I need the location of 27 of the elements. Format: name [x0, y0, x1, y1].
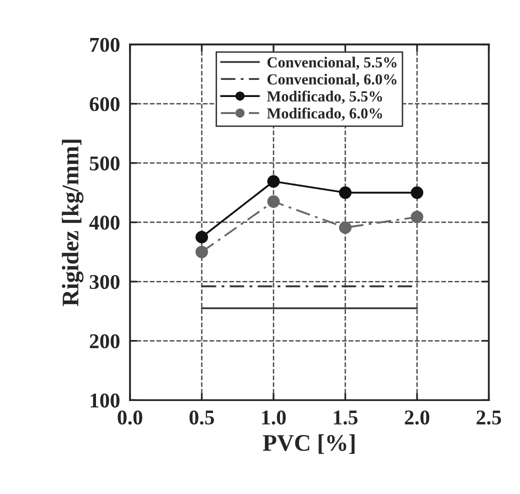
x-tick-label: 0.5 [190, 410, 214, 425]
legend-label: Convencional, 5.5% [267, 56, 396, 70]
point [339, 186, 352, 199]
x-tick-label: 1.5 [334, 410, 358, 425]
point [196, 230, 208, 244]
x-tick-label: 0.0 [118, 410, 142, 425]
legend-label: Convencional, 6.0% [267, 74, 396, 87]
x-tick-label: 1.0 [262, 410, 286, 425]
y-tick-label: 400 [89, 216, 120, 230]
y-tick-label: 700 [90, 38, 120, 52]
legend-label: Modificado, 6.0% [267, 108, 382, 121]
point [410, 210, 424, 224]
y-tick-label: 200 [90, 334, 120, 348]
x-tick-label: 2.0 [404, 410, 430, 425]
y-tick-label: 100 [90, 394, 120, 408]
y-tick-label: 600 [90, 97, 120, 112]
point [410, 186, 424, 199]
y-axis-title: Rigidez [kg/mm] [62, 140, 84, 306]
y-tick-label: 500 [90, 156, 120, 170]
point [339, 221, 352, 234]
legend-label: Modificado, 5.5% [267, 90, 382, 104]
point [267, 175, 280, 188]
point [196, 246, 208, 258]
x-tick-label: 2.5 [476, 410, 502, 425]
point [267, 195, 280, 208]
x-axis-title: PVC [%] [262, 434, 355, 454]
y-tick-label: 300 [90, 274, 120, 290]
